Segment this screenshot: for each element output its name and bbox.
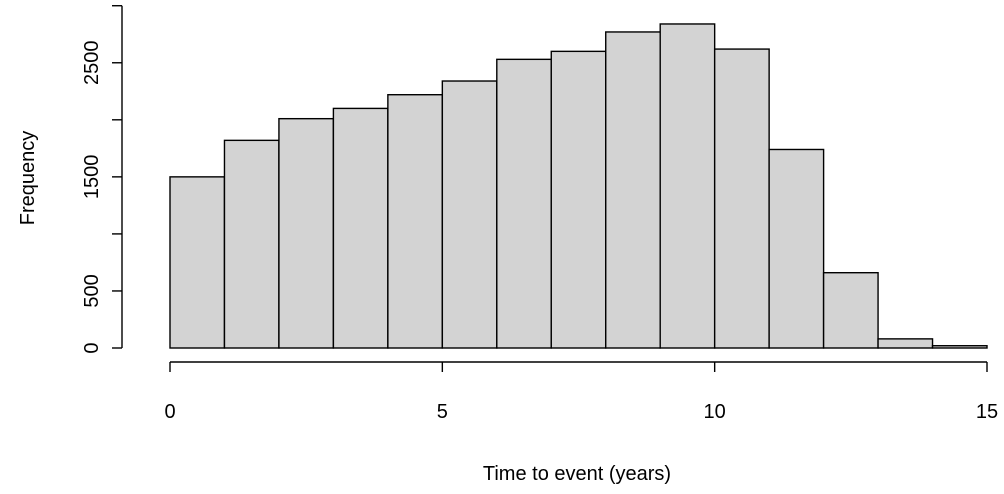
histogram-bar bbox=[441, 80, 498, 349]
y-tick-label: 0 bbox=[81, 342, 103, 353]
y-tick-label: 2500 bbox=[81, 41, 103, 86]
x-tick-label: 0 bbox=[164, 401, 175, 423]
histogram-bar bbox=[496, 58, 552, 349]
y-axis: 0 500 1500 2500 bbox=[81, 5, 123, 354]
histogram-bar bbox=[169, 176, 226, 349]
x-tick-label: 15 bbox=[976, 401, 998, 423]
x-axis-title: Time to event (years) bbox=[483, 463, 671, 485]
histogram-bar bbox=[550, 50, 607, 349]
histogram-bar bbox=[387, 94, 444, 349]
histogram-bar bbox=[877, 338, 934, 349]
histogram-bar bbox=[278, 117, 335, 349]
histogram-bar bbox=[223, 139, 280, 349]
histogram-bar bbox=[332, 107, 389, 349]
histogram-bars bbox=[169, 23, 988, 349]
x-tick-label: 10 bbox=[704, 401, 726, 423]
histogram-bar bbox=[605, 31, 661, 349]
y-tick-label: 1500 bbox=[81, 155, 103, 200]
histogram-bar bbox=[822, 271, 879, 349]
y-tick-label: 500 bbox=[81, 274, 103, 307]
histogram-bar bbox=[713, 48, 770, 349]
y-axis-title: Frequency bbox=[17, 131, 39, 226]
x-tick-label: 5 bbox=[437, 401, 448, 423]
x-axis: 0 5 10 15 bbox=[164, 361, 998, 423]
histogram-bar bbox=[931, 345, 988, 349]
histogram-bar bbox=[768, 148, 825, 349]
histogram-bar bbox=[659, 23, 716, 349]
